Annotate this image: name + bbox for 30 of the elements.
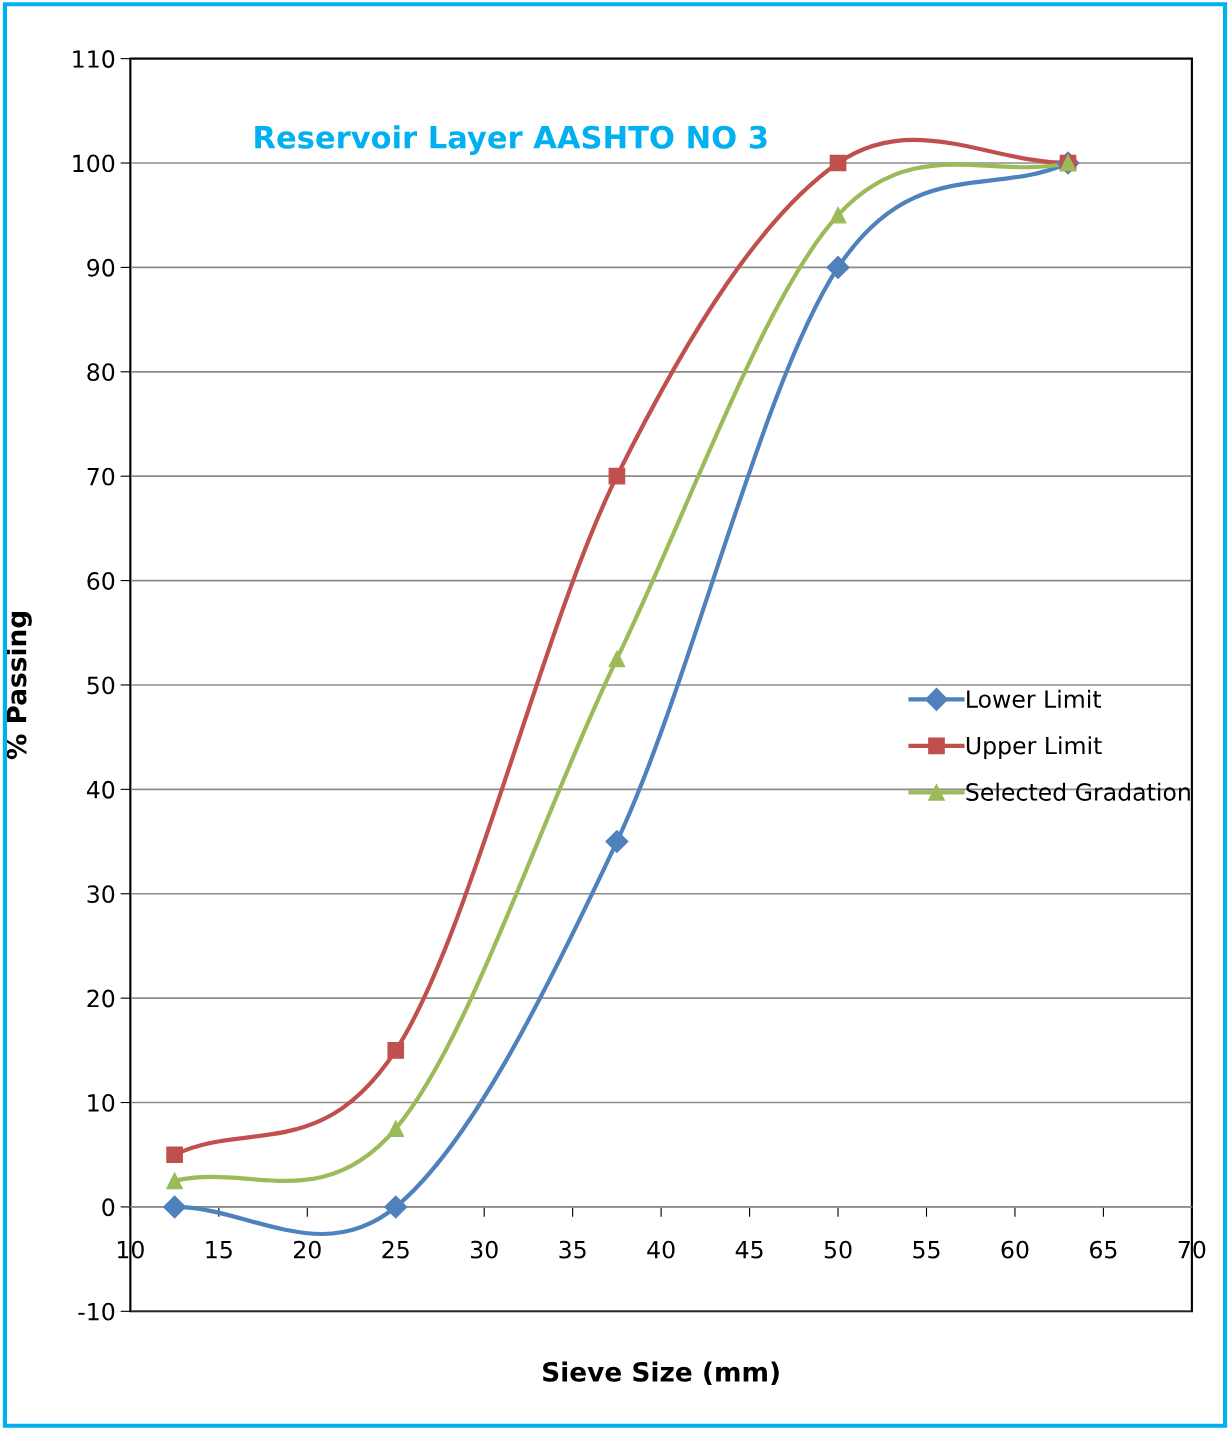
x-axis-title: Sieve Size (mm)	[543, 1361, 779, 1385]
y-tick-label: 30	[87, 885, 115, 904]
text: Reservoir Layer AASHTO NO 3	[255, 125, 767, 155]
x-tick-label: 55	[913, 1240, 940, 1259]
x-tick-label: 15	[206, 1240, 232, 1259]
legend-label: Upper Limit	[966, 736, 1102, 760]
y-tick-label: 0	[102, 1198, 115, 1217]
x-tick-label: 30	[470, 1240, 498, 1259]
y-tick-label: 70	[87, 467, 115, 486]
x-tick-label: 45	[735, 1240, 763, 1259]
legend-label: Selected Gradation	[966, 782, 1190, 801]
y-tick-label: 60	[87, 572, 115, 590]
y-tick-label: 110	[73, 50, 115, 68]
y-tick-label: 10	[88, 1093, 115, 1112]
y-tick-label: 40	[86, 780, 115, 799]
x-tick-label: 35	[559, 1240, 586, 1259]
x-tick-label: 40	[647, 1240, 675, 1259]
y-tick-label: 100	[73, 154, 115, 173]
y-tick-label: -10	[78, 1302, 115, 1321]
x-tick-label: 50	[824, 1240, 852, 1259]
x-tick-label: 20	[294, 1240, 321, 1259]
y-axis-title: % Passing	[6, 612, 32, 760]
legend-label: Lower Limit	[967, 689, 1102, 708]
x-tick-label: 65	[1090, 1240, 1117, 1259]
y-tick-label: 20	[87, 989, 115, 1008]
y-tick-label: 90	[87, 258, 115, 277]
y-tick-label: 50	[87, 676, 115, 695]
x-tick-label: 60	[1001, 1240, 1029, 1259]
y-tick-label: 80	[87, 363, 115, 382]
x-tick-label: 25	[382, 1240, 409, 1259]
